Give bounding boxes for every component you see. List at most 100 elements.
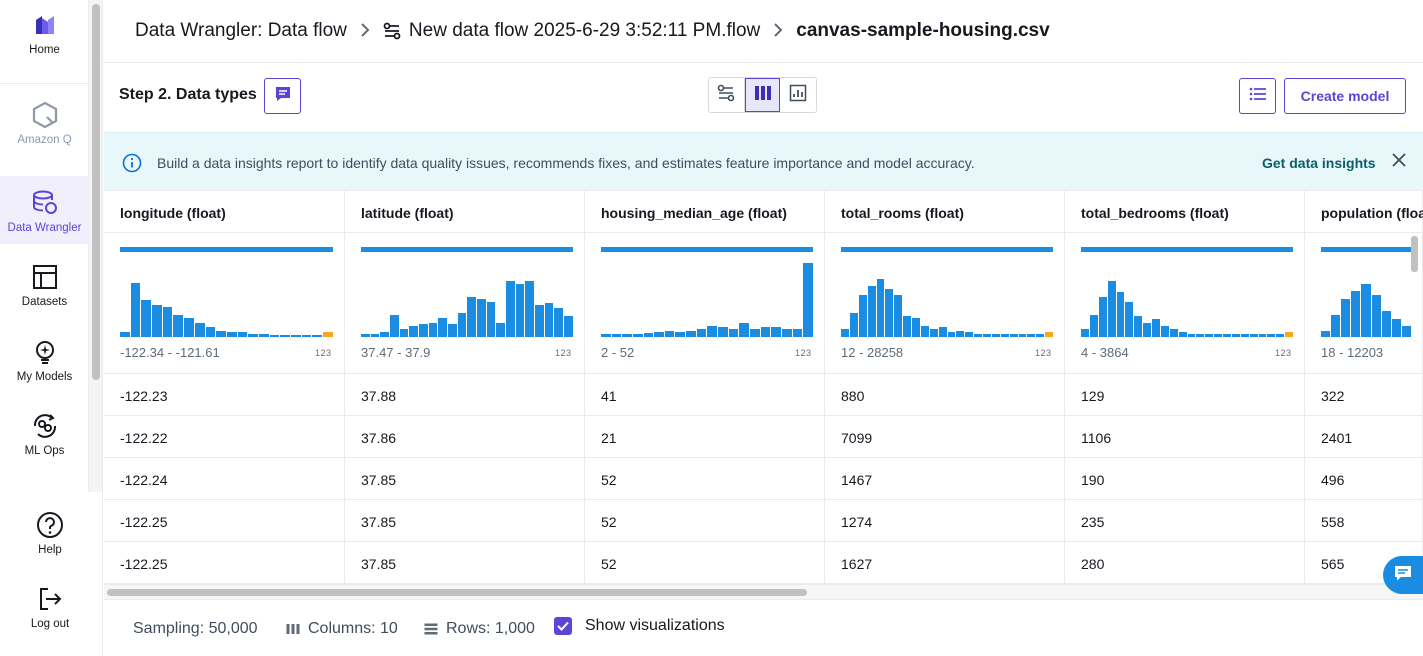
table-cell[interactable]: 2401	[1305, 416, 1422, 458]
column-histogram[interactable]: 37.47 - 37.9 123	[345, 233, 584, 374]
histogram-bar[interactable]	[938, 327, 947, 337]
histogram-bar[interactable]	[1351, 291, 1361, 337]
histogram-bar[interactable]	[486, 302, 496, 337]
histogram-bar[interactable]	[390, 315, 399, 337]
analysis-view-button[interactable]	[780, 78, 816, 112]
histogram-bar[interactable]	[1214, 334, 1222, 337]
histogram-bar[interactable]	[1152, 319, 1160, 337]
histogram-bar[interactable]	[515, 284, 525, 337]
histogram-bar[interactable]	[707, 326, 718, 337]
histogram-bar[interactable]	[370, 334, 380, 337]
list-view-button[interactable]	[1239, 78, 1276, 114]
show-visualizations-toggle[interactable]: Show visualizations	[554, 617, 725, 635]
nav-my-models[interactable]: My Models	[0, 337, 89, 395]
histogram-bar[interactable]	[1107, 281, 1116, 337]
histogram-bar[interactable]	[1258, 334, 1267, 337]
breadcrumb-flow-file[interactable]: New data flow 2025-6-29 3:52:11 PM.flow	[408, 20, 761, 41]
table-cell[interactable]: 190	[1065, 458, 1304, 500]
histogram-bar[interactable]	[1240, 334, 1249, 337]
histogram-bar[interactable]	[1267, 334, 1276, 337]
histogram-bar[interactable]	[894, 295, 903, 337]
histogram-bar[interactable]	[643, 333, 654, 337]
table-cell[interactable]: 1106	[1065, 416, 1304, 458]
breadcrumb-data-flow[interactable]: Data Wrangler: Data flow	[135, 20, 347, 41]
histogram-bar[interactable]	[162, 307, 173, 337]
histogram-bar[interactable]	[130, 283, 141, 337]
histogram-bar[interactable]	[611, 334, 622, 337]
grid-vertical-scroll-thumb[interactable]	[1411, 236, 1418, 272]
histogram-bar[interactable]	[781, 329, 792, 337]
table-cell[interactable]: 7099	[825, 416, 1064, 458]
nav-amazon-q[interactable]: Amazon Q	[0, 100, 89, 160]
histogram-bar[interactable]	[974, 334, 982, 337]
table-cell[interactable]: 52	[585, 458, 824, 500]
histogram-bar[interactable]	[841, 329, 849, 337]
histogram-other-bar[interactable]	[1285, 332, 1293, 337]
histogram-bar[interactable]	[205, 327, 216, 337]
histogram-bar[interactable]	[1187, 334, 1196, 337]
histogram-bar[interactable]	[991, 334, 1000, 337]
histogram-bar[interactable]	[1009, 334, 1018, 337]
histogram-bar[interactable]	[622, 334, 632, 337]
histogram-bar[interactable]	[1027, 334, 1036, 337]
histogram-bar[interactable]	[184, 318, 194, 337]
histogram-bar[interactable]	[601, 334, 611, 337]
create-model-button[interactable]: Create model	[1284, 78, 1406, 114]
table-cell[interactable]: 1627	[825, 542, 1064, 584]
histogram-bar[interactable]	[477, 299, 486, 337]
histogram-bar[interactable]	[858, 295, 867, 337]
columns-view-button[interactable]	[744, 78, 781, 112]
histogram-bar[interactable]	[152, 305, 162, 337]
table-cell[interactable]: 322	[1305, 374, 1422, 416]
histogram-bar[interactable]	[1125, 302, 1134, 337]
grid-horizontal-scroll-thumb[interactable]	[107, 589, 807, 596]
column-histogram[interactable]: 2 - 52 123	[585, 233, 824, 374]
histogram-bar[interactable]	[194, 323, 205, 337]
histogram-bar[interactable]	[1249, 334, 1258, 337]
histogram-bar[interactable]	[280, 335, 290, 337]
histogram-bar[interactable]	[632, 334, 643, 337]
histogram-bar[interactable]	[675, 332, 686, 337]
histogram-bar[interactable]	[1089, 315, 1098, 337]
histogram-bar[interactable]	[1018, 334, 1027, 337]
histogram-bar[interactable]	[867, 286, 876, 337]
histogram-bar[interactable]	[1321, 331, 1331, 337]
table-cell[interactable]: 235	[1065, 500, 1304, 542]
table-cell[interactable]: 129	[1065, 374, 1304, 416]
histogram-bar[interactable]	[686, 331, 696, 337]
histogram-bar[interactable]	[525, 281, 535, 337]
histogram-bar[interactable]	[419, 324, 428, 337]
histogram-bar[interactable]	[739, 323, 749, 337]
histogram-bar[interactable]	[1134, 316, 1143, 337]
histogram-bar[interactable]	[1205, 334, 1214, 337]
histogram-bar[interactable]	[380, 332, 390, 337]
histogram-bar[interactable]	[929, 329, 938, 337]
checkbox-checked[interactable]	[554, 617, 572, 635]
histogram-bar[interactable]	[448, 324, 457, 337]
histogram-bar[interactable]	[301, 335, 312, 337]
table-cell[interactable]: 37.88	[345, 374, 584, 416]
histogram-bar[interactable]	[457, 313, 467, 337]
histogram-bar[interactable]	[120, 332, 130, 337]
histogram-bar[interactable]	[1223, 334, 1231, 337]
column-header[interactable]: latitude (float)	[345, 190, 584, 233]
histogram-bar[interactable]	[248, 334, 258, 337]
histogram-bar[interactable]	[1331, 315, 1341, 337]
column-header[interactable]: total_rooms (float)	[825, 190, 1064, 233]
histogram-bar[interactable]	[664, 331, 675, 337]
histogram-bar[interactable]	[535, 305, 544, 337]
chat-feedback-button[interactable]	[1383, 556, 1423, 594]
table-cell[interactable]: 37.85	[345, 542, 584, 584]
histogram-bar[interactable]	[361, 334, 370, 337]
histogram-bar[interactable]	[728, 329, 739, 337]
histogram-bar[interactable]	[1361, 284, 1371, 337]
nav-data-wrangler[interactable]: Data Wrangler	[0, 176, 89, 244]
sidebar-scroll-thumb[interactable]	[92, 4, 100, 380]
histogram-bar[interactable]	[1178, 332, 1187, 337]
histogram-bar[interactable]	[1276, 334, 1285, 337]
column-histogram[interactable]: -122.34 - -121.61 123	[104, 233, 344, 374]
nav-home[interactable]: Home	[0, 10, 89, 80]
column-header[interactable]: population (float)	[1305, 190, 1423, 233]
table-cell[interactable]: 558	[1305, 500, 1422, 542]
histogram-bar[interactable]	[912, 318, 920, 337]
